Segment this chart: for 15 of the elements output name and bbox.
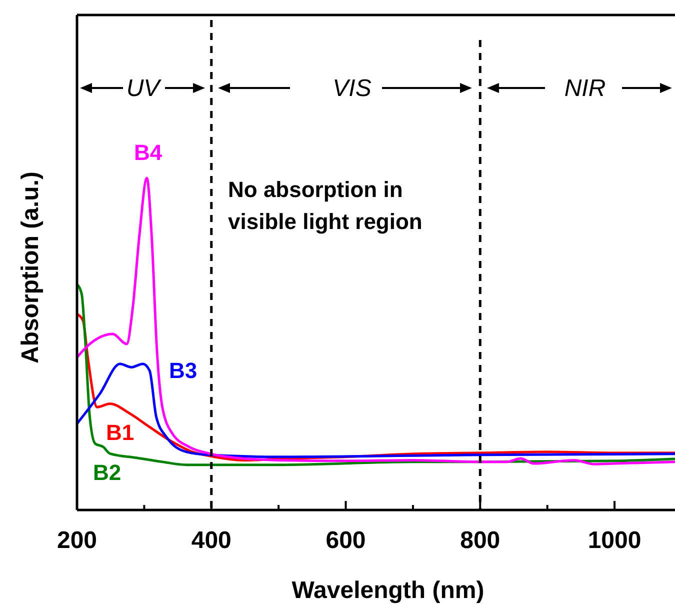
- series-label: B4: [134, 140, 163, 165]
- text: VIS: [332, 75, 372, 102]
- x-tick-label: 600: [326, 527, 366, 554]
- text: UV: [126, 75, 162, 102]
- series-label: B1: [106, 420, 134, 445]
- x-tick-label: 400: [191, 527, 232, 554]
- text: NIR: [564, 75, 606, 102]
- x-tick-label: 800: [460, 527, 500, 554]
- annotation: No absorption in visible light region: [228, 177, 422, 234]
- y-axis-title: Absorption (a.u.): [17, 172, 44, 364]
- x-tick-label: 200: [56, 527, 98, 554]
- series-label: B2: [92, 460, 122, 485]
- x-axis-title: Wavelength (nm): [292, 577, 484, 604]
- x-tick-label: 1000: [588, 527, 642, 554]
- series-label: B3: [168, 358, 198, 383]
